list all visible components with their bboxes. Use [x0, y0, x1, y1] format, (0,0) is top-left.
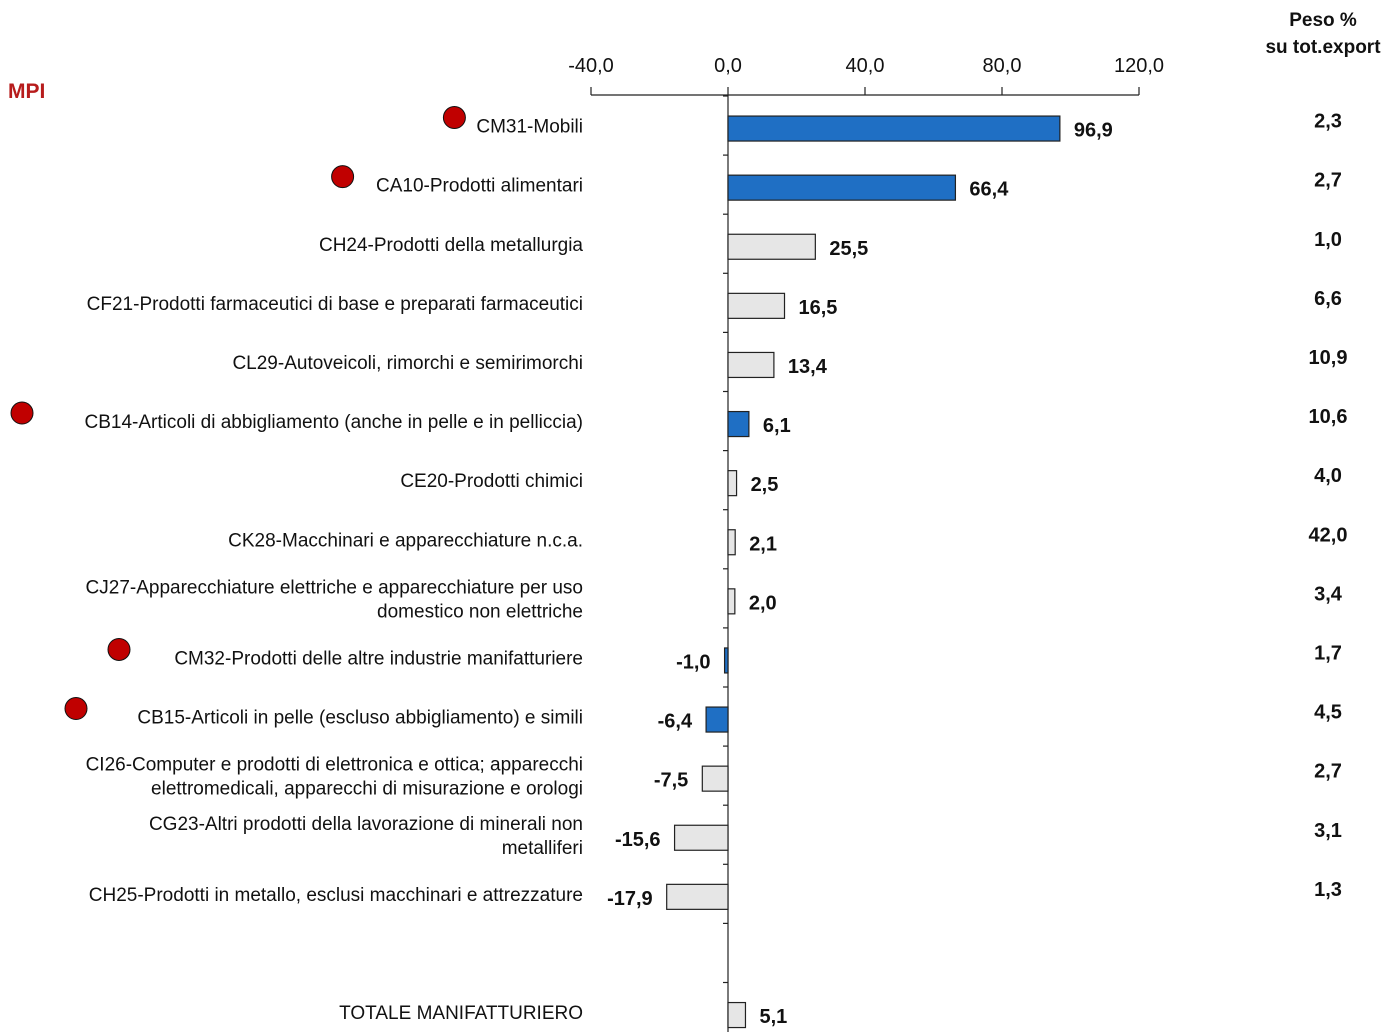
data-label: 66,4: [969, 179, 1009, 201]
peso-value: 3,1: [1314, 820, 1342, 842]
category-label: CL29-Autoveicoli, rimorchi e semirimorch…: [232, 353, 583, 374]
category-label: CK28-Macchinari e apparecchiature n.c.a.: [228, 530, 583, 551]
bar: [727, 174, 957, 201]
mpi-marker-icon: [64, 697, 88, 721]
peso-value: 2,7: [1314, 170, 1342, 192]
peso-value: 1,7: [1314, 642, 1342, 664]
mpi-label: MPI: [8, 80, 45, 103]
bar: [727, 588, 736, 615]
bar: [705, 706, 729, 733]
bar: [701, 765, 729, 792]
bar: [666, 883, 729, 910]
category-label: CB14-Articoli di abbigliamento (anche in…: [85, 412, 583, 433]
labels: CM31-Mobili 96,9 2,3 CA10-Prodotti alimenta…: [10, 106, 1348, 1028]
category-label: CH25-Prodotti in metallo, esclusi macchi…: [89, 885, 583, 906]
bar: [727, 233, 816, 260]
bar: [727, 529, 736, 556]
data-label: 2,5: [751, 474, 779, 496]
x-tick-label: 40,0: [846, 55, 885, 77]
x-tick-label: 120,0: [1114, 55, 1164, 77]
bar: [673, 824, 729, 851]
mpi-marker-icon: [331, 165, 355, 189]
category-label: domestico non elettriche: [377, 601, 583, 622]
bar: [727, 470, 738, 497]
x-tick-label: -40,0: [568, 55, 614, 77]
peso-value: 6,6: [1314, 288, 1342, 310]
data-label: 2,1: [749, 533, 777, 555]
data-label: 16,5: [799, 297, 838, 319]
peso-value: 10,6: [1309, 406, 1348, 428]
peso-value: 10,9: [1309, 347, 1348, 369]
data-label: -15,6: [615, 829, 661, 851]
data-label: -1,0: [676, 651, 710, 673]
peso-value: 4,5: [1314, 702, 1342, 724]
peso-value: 4,0: [1314, 465, 1342, 487]
bar: [727, 115, 1061, 142]
peso-value: 1,0: [1314, 229, 1342, 251]
data-label: 25,5: [829, 238, 868, 260]
data-label: 2,0: [749, 592, 777, 614]
bar: [727, 292, 786, 319]
peso-header-line2: su tot.export: [1265, 37, 1381, 58]
peso-value: 1,3: [1314, 879, 1342, 901]
peso-value: 3,4: [1314, 583, 1343, 605]
peso-header-line1: Peso %: [1289, 10, 1357, 31]
data-label: 96,9: [1074, 120, 1113, 142]
peso-value: 42,0: [1309, 524, 1348, 546]
mpi-marker-icon: [107, 637, 131, 661]
data-label: 13,4: [788, 356, 828, 378]
category-label: elettromedicali, apparecchi di misurazio…: [151, 779, 583, 800]
category-label: CA10-Prodotti alimentari: [376, 176, 583, 197]
category-label: TOTALE MANIFATTURIERO: [339, 1003, 583, 1024]
category-label: CI26-Computer e prodotti di elettronica …: [86, 755, 583, 776]
category-label: CB15-Articoli in pelle (escluso abbiglia…: [137, 708, 583, 729]
category-label: CE20-Prodotti chimici: [400, 471, 583, 492]
peso-value: 2,3: [1314, 111, 1342, 133]
bar: [727, 351, 775, 379]
data-label: 6,1: [763, 415, 791, 437]
data-label: -17,9: [607, 888, 653, 910]
category-label: CG23-Altri prodotti della lavorazione di…: [149, 814, 583, 835]
mpi-marker-icon: [10, 401, 34, 425]
mpi-marker-icon: [442, 106, 466, 130]
category-label: CM32-Prodotti delle altre industrie mani…: [174, 648, 583, 669]
category-label: CM31-Mobili: [476, 117, 583, 138]
x-tick-label: 0,0: [714, 55, 742, 77]
bar: [727, 410, 750, 438]
bar: [727, 1001, 747, 1029]
peso-value: 2,7: [1314, 761, 1342, 783]
category-label: metalliferi: [502, 838, 583, 859]
bar: [723, 647, 729, 674]
data-label: 5,1: [759, 1006, 787, 1028]
category-label: CF21-Prodotti farmaceutici di base e pre…: [87, 294, 583, 315]
x-axis: -40,0 0,0 40,0 80,0 120,0: [568, 55, 1164, 1032]
category-label: CJ27-Apparecchiature elettriche e appare…: [86, 577, 583, 598]
category-label: CH24-Prodotti della metallurgia: [319, 235, 583, 256]
data-label: -7,5: [654, 770, 688, 792]
bars: [666, 115, 1061, 1029]
x-tick-label: 80,0: [983, 55, 1022, 77]
data-label: -6,4: [658, 711, 693, 733]
